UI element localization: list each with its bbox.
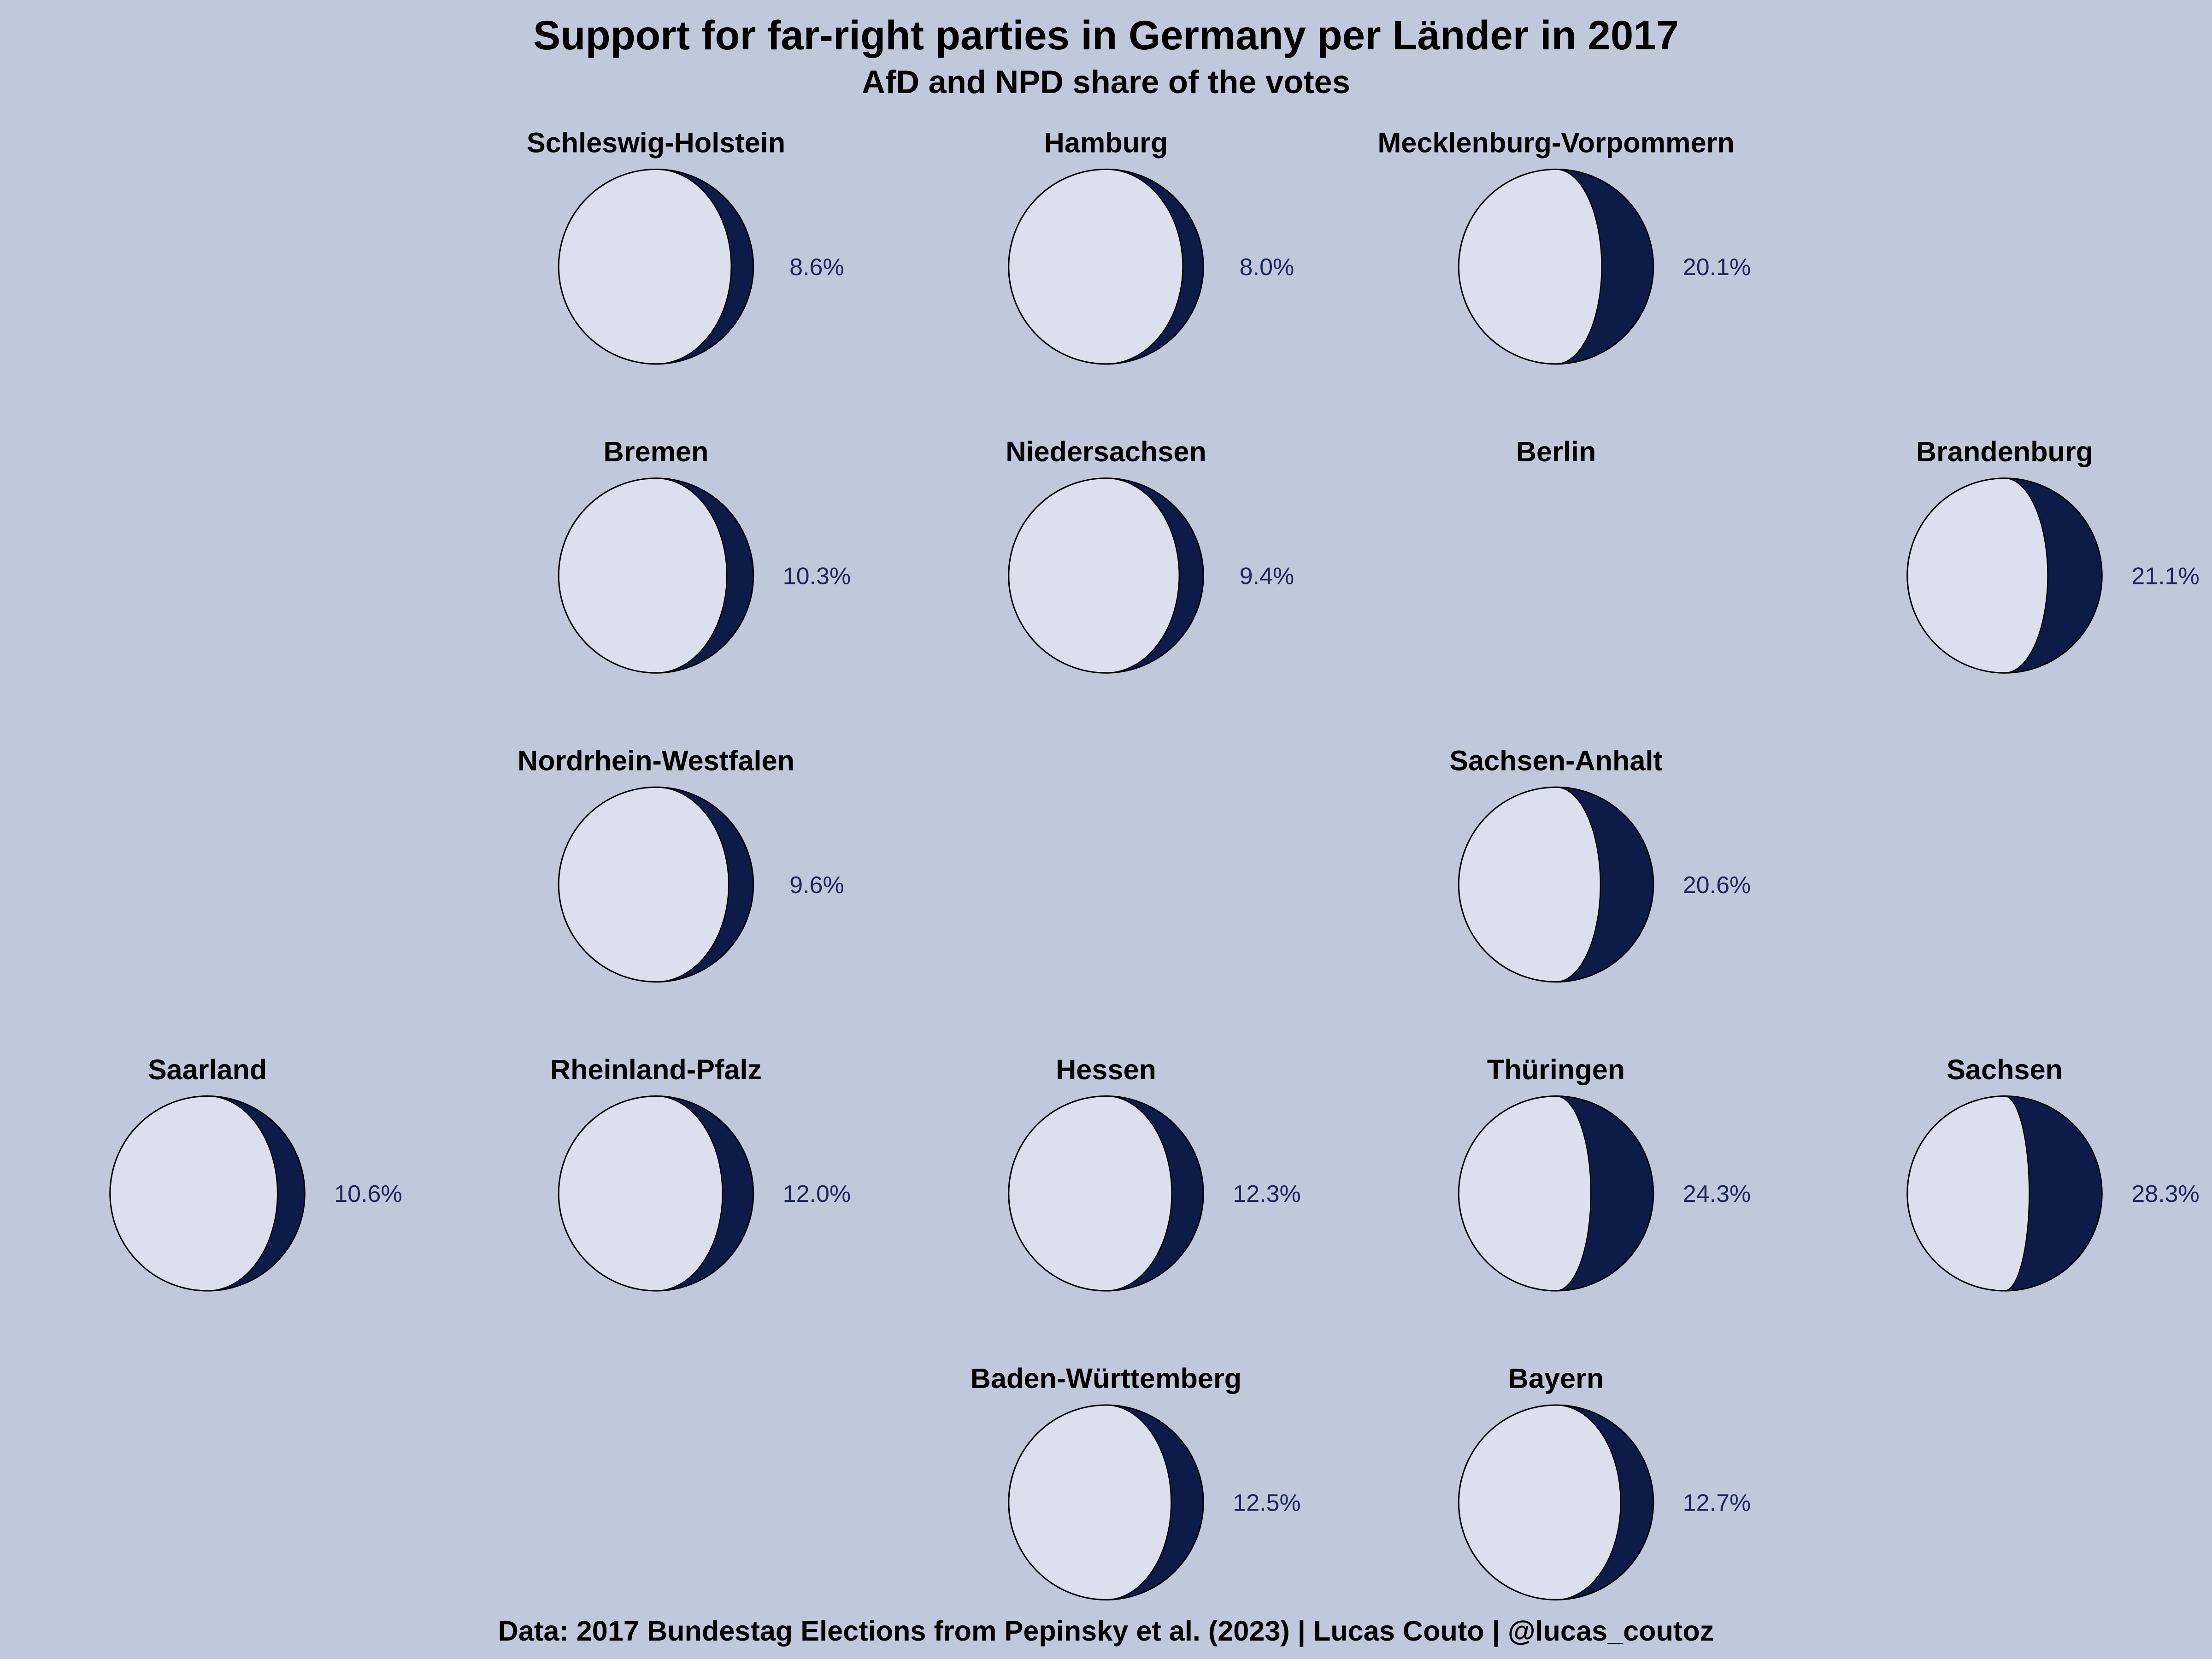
state-tile: Nordrhein-Westfalen 9.6% (518, 745, 844, 983)
moon-lit-part (1008, 169, 1183, 365)
value-label: 12.0% (783, 1181, 851, 1207)
state-name: Nordrhein-Westfalen (518, 745, 794, 776)
moon-outline (558, 477, 754, 674)
state-tile: Hamburg 8.0% (1008, 127, 1294, 365)
state-name: Bayern (1508, 1363, 1604, 1394)
moon-outline (1458, 786, 1654, 983)
moon-outline (109, 1095, 306, 1292)
state-name: Baden-Württemberg (971, 1363, 1241, 1394)
moon-lit-part (1906, 1095, 2030, 1292)
state-name: Saarland (148, 1054, 267, 1085)
state-name: Hessen (1056, 1054, 1156, 1085)
state-tile: Hessen 12.3% (1008, 1054, 1301, 1292)
moon-outline (1906, 477, 2103, 674)
moon-lit-part (1458, 786, 1601, 982)
moon-outline (1008, 168, 1204, 365)
moon-outline (1458, 1404, 1654, 1600)
state-tile: Sachsen 28.3% (1906, 1054, 2200, 1292)
state-name: Schleswig-Holstein (527, 127, 785, 159)
value-label: 10.3% (783, 563, 851, 589)
tiles: Schleswig-Holstein 8.6% Hamburg 8.0% Mecklen… (109, 127, 2200, 1600)
moon-lit-part (1458, 1095, 1592, 1292)
moon-lit-part (1906, 477, 2048, 674)
moon-lit-part (558, 1095, 723, 1292)
moon-lit-part (1458, 169, 1602, 365)
state-tile: Bremen 10.3% (558, 436, 851, 674)
moon-lit-part (1008, 477, 1180, 674)
state-name: Sachsen-Anhalt (1449, 745, 1663, 776)
state-tile: Saarland 10.6% (109, 1054, 402, 1292)
state-tile: Thüringen 24.3% (1458, 1054, 1751, 1292)
value-label: 8.6% (789, 254, 844, 281)
moon-lit-part (558, 786, 729, 982)
value-label: 9.6% (789, 872, 844, 899)
state-name: Thüringen (1487, 1054, 1625, 1085)
moon-lit-part (109, 1095, 278, 1292)
value-label: 12.7% (1683, 1490, 1751, 1517)
state-tile: Sachsen-Anhalt 20.6% (1449, 745, 1751, 983)
state-tile: Berlin (1516, 436, 1596, 467)
moon-outline (1458, 1095, 1654, 1292)
state-tile: Bayern 12.7% (1458, 1363, 1751, 1600)
state-tile: Brandenburg 21.1% (1906, 436, 2200, 674)
state-tile: Mecklenburg-Vorpommern 20.1% (1377, 127, 1751, 365)
moon-outline (1906, 1095, 2103, 1292)
moon-outline (558, 168, 754, 365)
moon-outline (1008, 1404, 1204, 1600)
state-tile: Rheinland-Pfalz 12.0% (550, 1054, 851, 1292)
moon-lit-part (558, 169, 732, 365)
value-label: 28.3% (2131, 1181, 2200, 1207)
moon-outline (1458, 168, 1654, 365)
value-label: 21.1% (2131, 563, 2200, 589)
chart-title: Support for far-right parties in Germany… (533, 12, 1679, 58)
value-label: 10.6% (334, 1181, 402, 1207)
value-label: 20.6% (1683, 872, 1751, 899)
moon-outline (558, 786, 754, 983)
value-label: 20.1% (1683, 254, 1751, 281)
state-name: Mecklenburg-Vorpommern (1377, 127, 1734, 159)
value-label: 24.3% (1683, 1181, 1751, 1207)
moon-lit-part (1008, 1404, 1172, 1600)
value-label: 12.5% (1233, 1490, 1301, 1517)
state-name: Hamburg (1044, 127, 1168, 159)
moon-lit-part (1458, 1404, 1622, 1600)
state-name: Rheinland-Pfalz (550, 1054, 762, 1085)
state-tile: Niedersachsen 9.4% (1006, 436, 1294, 674)
state-name: Berlin (1516, 436, 1596, 467)
chart-subtitle: AfD and NPD share of the votes (862, 64, 1350, 100)
moon-outline (1008, 1095, 1204, 1292)
value-label: 8.0% (1240, 254, 1294, 281)
moon-lit-part (1008, 1095, 1172, 1292)
state-name: Niedersachsen (1006, 436, 1206, 467)
moon-lit-part (558, 477, 728, 674)
value-label: 12.3% (1233, 1181, 1301, 1207)
state-tile: Baden-Württemberg 12.5% (971, 1363, 1301, 1600)
state-tile: Schleswig-Holstein 8.6% (527, 127, 844, 365)
state-name: Brandenburg (1916, 436, 2093, 467)
state-name: Bremen (603, 436, 708, 467)
value-label: 9.4% (1240, 563, 1294, 589)
moon-outline (1008, 477, 1204, 674)
chart-caption: Data: 2017 Bundestag Elections from Pepi… (498, 1615, 1714, 1647)
state-name: Sachsen (1947, 1054, 2063, 1085)
moon-outline (558, 1095, 754, 1292)
